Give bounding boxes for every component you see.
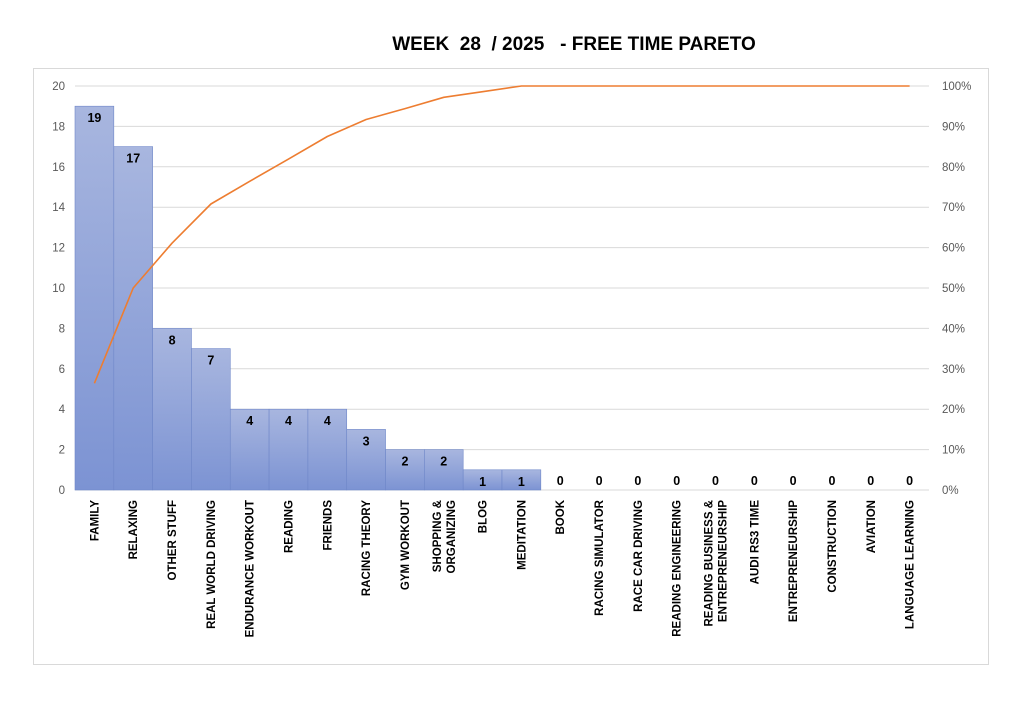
category-labels: FAMILY RELAXING OTHER STUFF REAL WORLD DRIV… <box>89 499 916 637</box>
y-axis-left-ticks: 0 2 4 6 8 10 12 14 16 18 20 <box>52 81 65 497</box>
bar <box>307 408 348 491</box>
bar <box>229 408 270 491</box>
category-label: CONSTRUCTION <box>827 500 839 593</box>
y-left-tick-label: 6 <box>59 364 65 376</box>
category-label: ORGANIZING <box>446 500 458 574</box>
y-right-tick-label: 80% <box>942 162 965 174</box>
bar <box>346 429 386 491</box>
category-label: SHOPPING & <box>432 500 444 572</box>
bar-data-label: 2 <box>440 455 447 469</box>
category-label: FRIENDS <box>322 500 334 551</box>
bar <box>191 348 231 491</box>
y-right-tick-label: 70% <box>942 202 965 214</box>
bar <box>113 146 153 491</box>
y-right-tick-label: 10% <box>942 445 965 457</box>
chart-title: WEEK 28 / 2025 - FREE TIME PARETO <box>392 34 756 55</box>
bar-data-label: 3 <box>363 434 370 448</box>
category-label: BOOK <box>555 499 567 534</box>
bar-data-label: 0 <box>790 474 797 488</box>
category-label: AVIATION <box>866 500 878 553</box>
category-label: LANGUAGE LEARNING <box>905 500 917 629</box>
y-left-tick-label: 0 <box>59 485 65 497</box>
y-right-tick-label: 30% <box>942 364 965 376</box>
bar-data-label: 19 <box>87 111 101 125</box>
cumulative-line <box>93 85 910 384</box>
y-left-tick-label: 14 <box>52 202 65 214</box>
bar <box>74 105 115 491</box>
y-left-tick-label: 18 <box>52 121 65 133</box>
chart-frame <box>33 68 989 665</box>
category-label: RELAXING <box>128 500 140 559</box>
y-right-tick-label: 40% <box>942 323 965 335</box>
y-left-tick-label: 20 <box>52 81 65 93</box>
category-label: RACING SIMULATOR <box>594 499 606 616</box>
bar-data-label: 4 <box>324 414 331 428</box>
bar-data-label: 0 <box>906 474 913 488</box>
bar <box>152 328 192 491</box>
bar <box>501 469 542 491</box>
y-right-tick-label: 20% <box>942 404 965 416</box>
y-right-tick-label: 100% <box>942 81 971 93</box>
bar-data-label: 2 <box>401 455 408 469</box>
bar-data-label: 0 <box>634 474 641 488</box>
category-label: AUDI RS3 TIME <box>749 500 761 585</box>
category-label: RACING THEORY <box>361 500 373 596</box>
bar-data-label: 17 <box>126 152 140 166</box>
bar-data-label: 1 <box>479 475 486 489</box>
y-left-tick-label: 2 <box>59 445 65 457</box>
category-label: READING <box>284 500 296 553</box>
category-label: BLOG <box>478 500 490 533</box>
bar <box>268 408 309 491</box>
category-label: FAMILY <box>89 500 101 541</box>
bar-data-label: 0 <box>867 474 874 488</box>
category-label: ENTREPRENEURSHIP <box>788 500 800 622</box>
y-right-tick-label: 0% <box>942 485 959 497</box>
y-left-tick-label: 16 <box>52 162 65 174</box>
category-label: REAL WORLD DRIVING <box>206 500 218 629</box>
bar-data-label: 0 <box>751 474 758 488</box>
category-label: READING ENGINEERING <box>672 500 684 637</box>
bar-data-label: 4 <box>246 414 253 428</box>
bar-data-labels: 19 17 8 7 4 4 4 3 2 2 1 1 0 0 0 0 0 0 0 0 0 0 <box>87 111 913 489</box>
y-right-tick-label: 90% <box>942 121 965 133</box>
bar <box>424 449 464 491</box>
bar-data-label: 7 <box>207 354 214 368</box>
category-label: OTHER STUFF <box>167 500 179 581</box>
y-left-tick-label: 12 <box>52 243 65 255</box>
cumulative-line-series <box>93 85 910 384</box>
y-left-tick-label: 10 <box>52 283 65 295</box>
category-label: RACE CAR DRIVING <box>633 500 645 612</box>
y-axis-right-ticks: 0% 10% 20% 30% 40% 50% 60% 70% 80% 90% 100% <box>942 81 971 497</box>
bar-data-label: 0 <box>712 474 719 488</box>
bar-data-label: 1 <box>518 475 525 489</box>
bar-data-label: 0 <box>596 474 603 488</box>
y-left-tick-label: 4 <box>59 404 66 416</box>
category-label: ENTREPRENEURSHIP <box>718 500 730 622</box>
y-left-tick-label: 8 <box>59 323 65 335</box>
category-label: ENDURANCE WORKOUT <box>245 500 257 637</box>
category-label: GYM WORKOUT <box>400 500 412 590</box>
bar-series <box>74 105 542 491</box>
y-right-tick-label: 60% <box>942 243 965 255</box>
bar-data-label: 0 <box>828 474 835 488</box>
category-label: MEDITATION <box>516 500 528 570</box>
bar-data-label: 0 <box>557 474 564 488</box>
category-label: READING BUSINESS & <box>704 500 716 627</box>
bar-data-label: 0 <box>673 474 680 488</box>
bar <box>385 449 425 491</box>
bar-data-label: 4 <box>285 414 292 428</box>
bar-data-label: 8 <box>169 333 176 347</box>
y-right-tick-label: 50% <box>942 283 965 295</box>
